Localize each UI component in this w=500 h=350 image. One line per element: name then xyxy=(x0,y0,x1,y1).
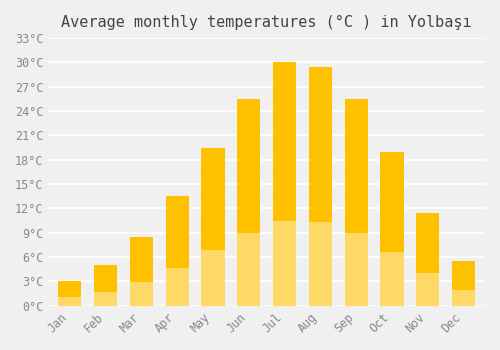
Bar xyxy=(166,196,189,306)
Bar xyxy=(416,212,440,306)
Bar xyxy=(273,220,296,306)
Bar xyxy=(273,62,296,306)
Bar xyxy=(58,281,82,306)
Title: Average monthly temperatures (°C ) in Yolbaşı: Average monthly temperatures (°C ) in Yo… xyxy=(62,15,472,30)
Bar xyxy=(202,251,224,306)
Bar xyxy=(380,152,404,306)
Bar xyxy=(237,99,260,306)
Bar xyxy=(452,290,475,306)
Bar xyxy=(237,233,260,306)
Bar xyxy=(166,267,189,306)
Bar xyxy=(344,99,368,306)
Bar xyxy=(416,273,440,306)
Bar xyxy=(308,222,332,306)
Bar xyxy=(130,282,153,306)
Bar xyxy=(202,148,224,306)
Bar xyxy=(380,252,404,306)
Bar xyxy=(58,297,82,306)
Bar xyxy=(94,292,118,306)
Bar xyxy=(94,265,118,306)
Bar xyxy=(452,261,475,306)
Bar xyxy=(308,66,332,306)
Bar xyxy=(130,237,153,306)
Bar xyxy=(344,233,368,306)
